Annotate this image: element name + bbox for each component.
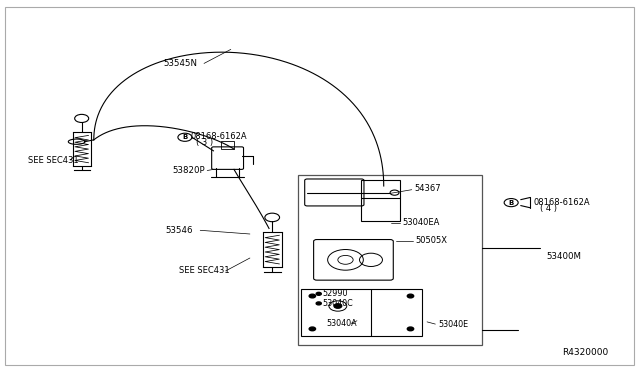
Text: 52990: 52990: [322, 289, 348, 298]
Text: 08168-6162A: 08168-6162A: [534, 198, 590, 207]
Circle shape: [407, 327, 413, 331]
Circle shape: [309, 327, 316, 331]
Circle shape: [309, 294, 316, 298]
Text: SEE SEC431: SEE SEC431: [179, 266, 229, 275]
Bar: [221, 141, 234, 149]
Text: 53040A: 53040A: [326, 319, 357, 328]
Circle shape: [316, 292, 321, 295]
Bar: [301, 289, 422, 336]
Text: SEE SEC431: SEE SEC431: [28, 155, 79, 165]
Text: B: B: [182, 134, 188, 140]
Text: 53040E: 53040E: [438, 320, 468, 328]
Text: 50505X: 50505X: [415, 236, 447, 245]
Text: 53546: 53546: [166, 226, 193, 235]
Circle shape: [407, 294, 413, 298]
Circle shape: [316, 302, 321, 305]
Text: R4320000: R4320000: [562, 349, 609, 357]
Text: ( 3 ): ( 3 ): [196, 138, 213, 147]
Circle shape: [334, 304, 342, 308]
Bar: [362, 180, 399, 221]
Text: B: B: [509, 200, 514, 206]
Text: ( 4 ): ( 4 ): [540, 204, 557, 214]
Text: 08168-6162A: 08168-6162A: [190, 132, 246, 141]
Bar: [298, 175, 483, 345]
Text: 53545N: 53545N: [164, 59, 198, 68]
Text: 53040C: 53040C: [322, 299, 353, 308]
Text: 53820P: 53820P: [172, 166, 205, 175]
Text: 53040EA: 53040EA: [403, 218, 440, 227]
Text: 54367: 54367: [414, 185, 441, 193]
Text: 53400M: 53400M: [547, 251, 582, 261]
